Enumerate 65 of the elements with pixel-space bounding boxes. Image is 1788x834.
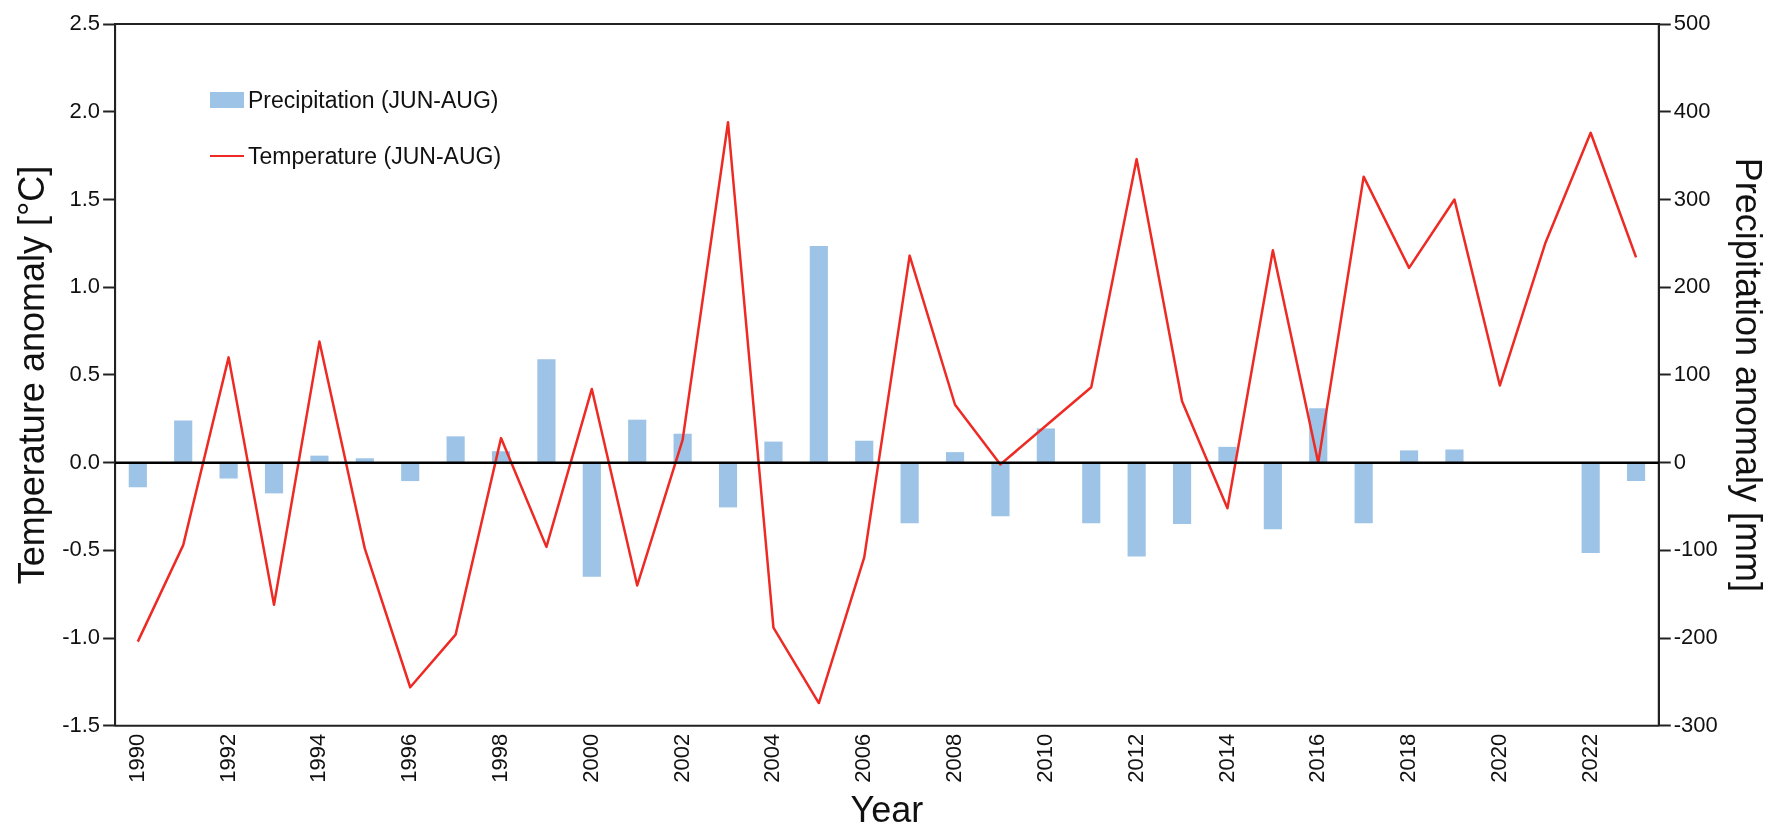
y2-tick-label: -200 bbox=[1673, 624, 1718, 650]
bar bbox=[446, 436, 465, 463]
y-tick-label: 1.5 bbox=[69, 185, 101, 211]
x-tick-label: 1994 bbox=[305, 733, 331, 783]
y-tick-label: 0.5 bbox=[69, 360, 101, 386]
y2-tick-label: 300 bbox=[1673, 185, 1711, 211]
bar bbox=[991, 463, 1010, 517]
y2-axis-title: Precipitation anomaly [mm] bbox=[1728, 157, 1770, 593]
bar bbox=[401, 463, 420, 482]
bar bbox=[1172, 463, 1192, 525]
y2-tick-label: 500 bbox=[1673, 10, 1711, 36]
y-tick-label: 2.0 bbox=[69, 97, 101, 123]
y-tick-label: -1.0 bbox=[62, 624, 101, 650]
x-tick-label: 2008 bbox=[941, 733, 967, 783]
y-axis-title: Temperature anomaly [°C] bbox=[10, 165, 52, 585]
bar bbox=[1036, 428, 1055, 463]
x-tick-label: 2006 bbox=[850, 733, 876, 783]
bar bbox=[582, 463, 601, 577]
y-tick-label: 1.0 bbox=[69, 273, 101, 299]
x-tick-label: 2022 bbox=[1576, 733, 1602, 783]
y2-tick-label: 400 bbox=[1673, 97, 1711, 123]
y2-tick-label: 0 bbox=[1673, 448, 1687, 474]
y-tick-label: -1.5 bbox=[62, 711, 101, 737]
bar bbox=[1399, 450, 1419, 463]
y-tick-label: 2.5 bbox=[69, 10, 101, 36]
y2-tick-label: 100 bbox=[1673, 360, 1711, 386]
bar bbox=[264, 463, 284, 494]
bar bbox=[1263, 463, 1282, 530]
y2-tick-label: -100 bbox=[1673, 536, 1718, 562]
bar bbox=[1082, 463, 1101, 524]
x-tick-label: 2020 bbox=[1485, 733, 1511, 783]
bar bbox=[537, 359, 556, 463]
x-tick-label: 2014 bbox=[1213, 733, 1239, 783]
x-axis-title: Year bbox=[850, 789, 924, 831]
bar bbox=[1354, 463, 1373, 524]
x-tick-label: 2004 bbox=[759, 733, 785, 783]
bar bbox=[174, 420, 193, 463]
x-tick-label: 2018 bbox=[1395, 733, 1421, 783]
bar bbox=[809, 245, 828, 463]
x-tick-label: 2002 bbox=[668, 733, 694, 783]
legend-label: Temperature (JUN-AUG) bbox=[248, 142, 502, 170]
bar bbox=[855, 440, 874, 463]
x-tick-label: 2012 bbox=[1122, 733, 1148, 783]
bar bbox=[900, 463, 919, 524]
x-tick-label: 1998 bbox=[487, 733, 513, 783]
bar bbox=[128, 463, 147, 488]
legend-label: Precipitation (JUN-AUG) bbox=[248, 86, 499, 114]
bar bbox=[764, 441, 783, 463]
y2-tick-label: -300 bbox=[1673, 711, 1718, 737]
x-tick-label: 1992 bbox=[214, 733, 240, 783]
bar bbox=[219, 463, 238, 479]
x-tick-label: 1990 bbox=[123, 733, 149, 783]
y-tick-label: -0.5 bbox=[62, 536, 101, 562]
x-tick-label: 2016 bbox=[1304, 733, 1330, 783]
bar bbox=[628, 419, 647, 463]
x-tick-label: 2000 bbox=[577, 733, 603, 783]
y-tick-label: 0.0 bbox=[69, 448, 101, 474]
bar bbox=[1581, 463, 1600, 554]
x-tick-label: 1996 bbox=[396, 733, 422, 783]
bar bbox=[1127, 463, 1146, 557]
bar bbox=[1626, 463, 1646, 482]
y2-tick-label: 200 bbox=[1673, 273, 1711, 299]
bar bbox=[1445, 449, 1464, 463]
bar bbox=[718, 463, 738, 508]
x-tick-label: 2010 bbox=[1031, 733, 1057, 783]
